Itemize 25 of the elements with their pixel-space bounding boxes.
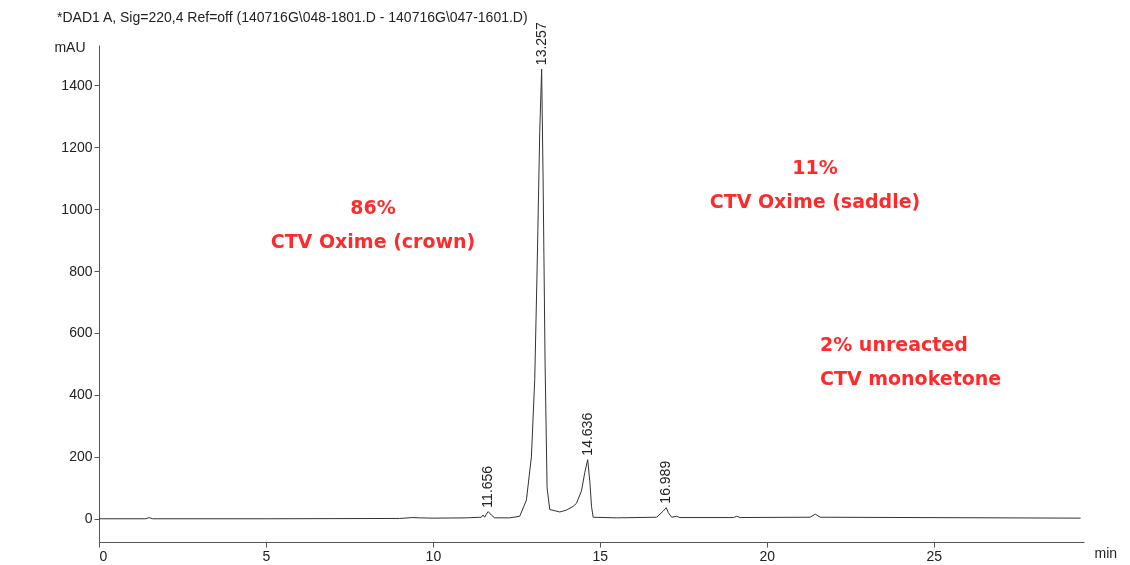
y-axis-title: mAU: [54, 38, 86, 55]
line-series: [98, 68, 1082, 520]
y-tick-label: 1200: [61, 138, 93, 155]
x-tick-label: 0: [99, 547, 108, 564]
annotation: 11% CTV Oxime (saddle): [709, 156, 921, 212]
annotation: 14.636: [578, 412, 595, 456]
y-tick-label: 1000: [61, 200, 93, 217]
annotation: 13.257: [532, 22, 549, 66]
y-tick-label: 600: [69, 324, 93, 341]
y-tick-label: 200: [69, 448, 93, 465]
x-tick-label: 25: [926, 547, 943, 564]
annotation: 86% CTV Oxime (crown): [270, 196, 476, 252]
annotation: 16.989: [657, 460, 674, 504]
y-tick-label: 800: [69, 262, 93, 279]
x-tick-label: 15: [592, 547, 609, 564]
x-tick-label: 10: [425, 547, 442, 564]
x-axis-title: min: [1094, 544, 1118, 561]
chart-title: *DAD1 A, Sig=220,4 Ref=off (140716G\048-1801.D - 140716G\047-1601.D): [57, 9, 528, 25]
x-tick-label: 5: [262, 547, 271, 564]
y-tick-label: 0: [84, 510, 93, 527]
x-tick-label: 20: [759, 547, 776, 564]
y-tick-label: 1400: [61, 76, 93, 93]
y-tick-label: 400: [69, 386, 93, 403]
annotation: 2% unreacted CTV monoketone: [820, 333, 1002, 389]
annotation: 11.656: [479, 465, 496, 508]
